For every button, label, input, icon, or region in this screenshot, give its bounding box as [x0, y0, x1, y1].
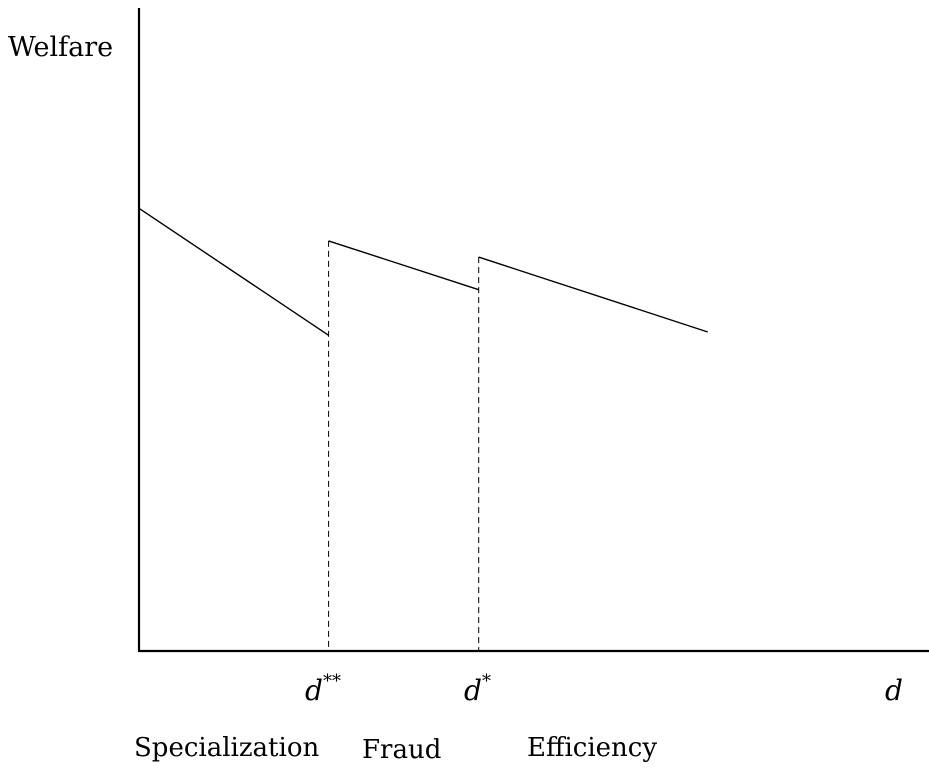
welfare-segment-2: [328, 240, 479, 291]
tick-d-double-star-base: d: [305, 674, 323, 707]
tick-d-double-star-sup: **: [323, 671, 341, 692]
tick-d-star-sup: *: [482, 671, 491, 692]
tick-d-star: d*: [464, 671, 491, 707]
axes: [137, 8, 929, 653]
y-axis-label: Welfare: [8, 32, 113, 63]
region-label-specialization: Specialization: [134, 733, 319, 763]
series-segments: [138, 207, 709, 336]
tick-d-star-base: d: [464, 674, 482, 707]
x-axis-label: d: [885, 674, 903, 707]
welfare-segment-1: [138, 207, 329, 336]
welfare-segment-3: [478, 256, 709, 333]
threshold-guides: [328, 240, 480, 651]
region-label-efficiency: Efficiency: [527, 733, 657, 763]
tick-d-double-star: d**: [305, 671, 341, 707]
region-label-fraud: Fraud: [362, 735, 441, 765]
